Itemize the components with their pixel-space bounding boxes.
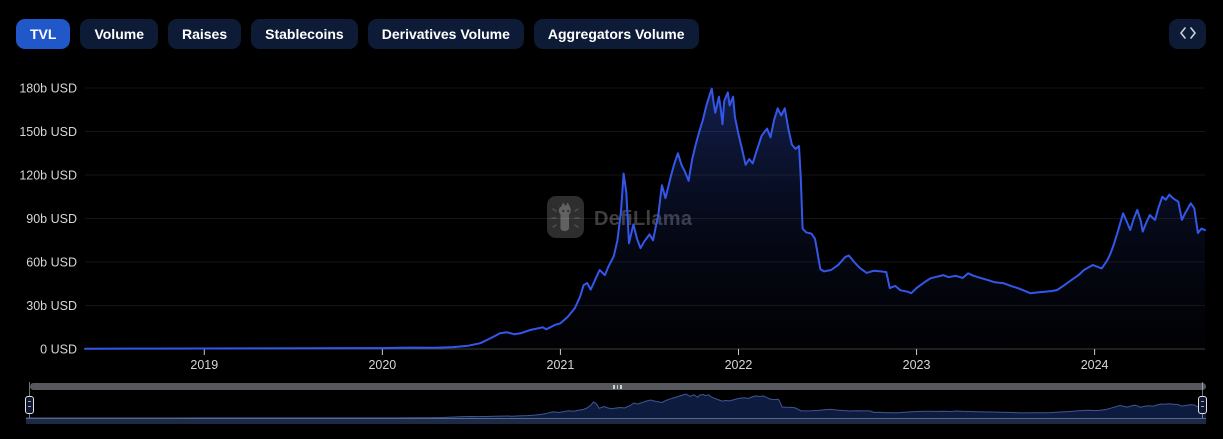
tvl-line: [84, 87, 1206, 350]
tab-volume[interactable]: Volume: [80, 19, 158, 49]
tab-derivatives-volume[interactable]: Derivatives Volume: [367, 19, 524, 49]
tab-aggregators-volume[interactable]: Aggregators Volume: [533, 19, 699, 49]
x-axis-label: 2023: [903, 358, 931, 372]
chart-scrollbar[interactable]: [30, 383, 1206, 390]
y-axis-label: 90b USD: [26, 212, 77, 226]
navigator-left-handle[interactable]: [25, 396, 34, 414]
y-axis-label: 60b USD: [26, 256, 77, 270]
tab-stablecoins[interactable]: Stablecoins: [251, 19, 358, 49]
navigator-line: [26, 393, 1207, 419]
code-angle-brackets-icon: [1179, 26, 1196, 42]
y-axis-label: 0 USD: [40, 343, 77, 357]
x-axis-label: 2024: [1081, 358, 1109, 372]
x-axis-label: 2020: [368, 358, 396, 372]
navigator-area[interactable]: [26, 394, 1206, 418]
navigator-baseline-strip: [26, 418, 1206, 424]
y-axis-label: 120b USD: [19, 169, 77, 183]
tab-tvl[interactable]: TVL: [16, 19, 71, 49]
y-axis-label: 180b USD: [19, 82, 77, 96]
metric-tabbar: TVL Volume Raises Stablecoins Derivative…: [16, 19, 699, 49]
x-axis-label: 2019: [190, 358, 218, 372]
x-axis-label: 2022: [725, 358, 753, 372]
x-axis-label: 2021: [547, 358, 575, 372]
embed-code-button[interactable]: [1169, 19, 1206, 49]
y-axis-label: 30b USD: [26, 299, 77, 313]
scrollbar-grip-icon[interactable]: [613, 384, 622, 389]
tvl-area: [85, 88, 1205, 349]
navigator-right-handle[interactable]: [1198, 396, 1207, 414]
tab-raises[interactable]: Raises: [167, 19, 242, 49]
defillama-llama-logo-icon: [547, 196, 584, 243]
y-axis-label: 150b USD: [19, 125, 77, 139]
